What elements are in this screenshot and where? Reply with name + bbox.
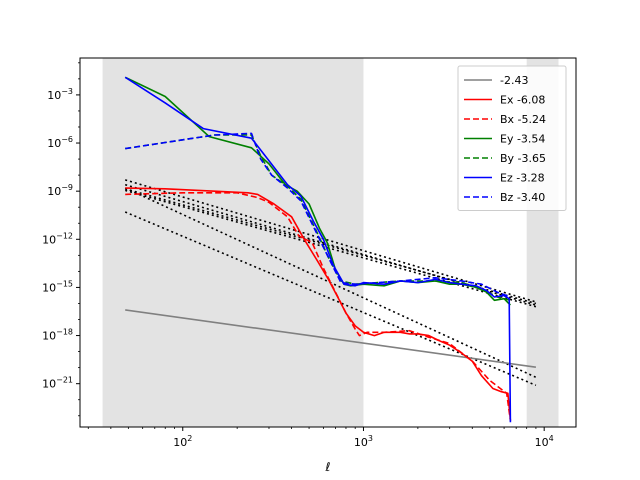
y-axis-ticks: 10−3 10−6 10−9 10−12 10−15 10−18 10−21 [42, 62, 80, 417]
y-tick-label: 10−9 [47, 183, 73, 198]
x-axis-label: ℓ [325, 460, 331, 474]
legend-entry: Bx -5.24 [500, 113, 546, 126]
series-line-2 [125, 187, 512, 421]
series-line-6 [124, 76, 512, 423]
y-tick-label: 10−21 [42, 376, 73, 391]
legend-entry: -2.43 [500, 74, 528, 87]
legend-entry: Ex -6.08 [500, 94, 545, 107]
x-tick-label: 102 [173, 434, 192, 449]
axes-frame [79, 57, 577, 428]
series-line-3 [125, 192, 512, 421]
legend-entry: By -3.65 [500, 152, 546, 165]
y-tick-label: 10−6 [47, 135, 73, 150]
shaded-region-1 [102, 58, 364, 427]
y-tick-label: 10−12 [42, 231, 73, 246]
shaded-regions [102, 58, 559, 427]
y-tick-label: 10−3 [47, 87, 73, 102]
x-tick-label: 103 [354, 434, 373, 449]
legend: -2.43 Ex -6.08 Bx -5.24 Ey -3.54 By -3.65 Ez … [457, 65, 567, 211]
axes [79, 57, 577, 428]
x-tick-label: 104 [535, 434, 554, 449]
y-tick-label: 10−18 [42, 328, 73, 343]
legend-box [457, 65, 567, 211]
legend-entry: Ez -3.28 [500, 172, 545, 185]
x-axis-ticks: 102 103 104 [87, 427, 554, 449]
fit-line-1 [124, 179, 537, 303]
series-lines [124, 76, 537, 423]
legend-entry: Ey -3.54 [500, 133, 545, 146]
series-line-7 [125, 132, 511, 298]
legend-entry: Bz -3.40 [500, 191, 545, 204]
fit-line-4 [124, 189, 537, 308]
y-tick-label: 10−15 [42, 279, 73, 294]
